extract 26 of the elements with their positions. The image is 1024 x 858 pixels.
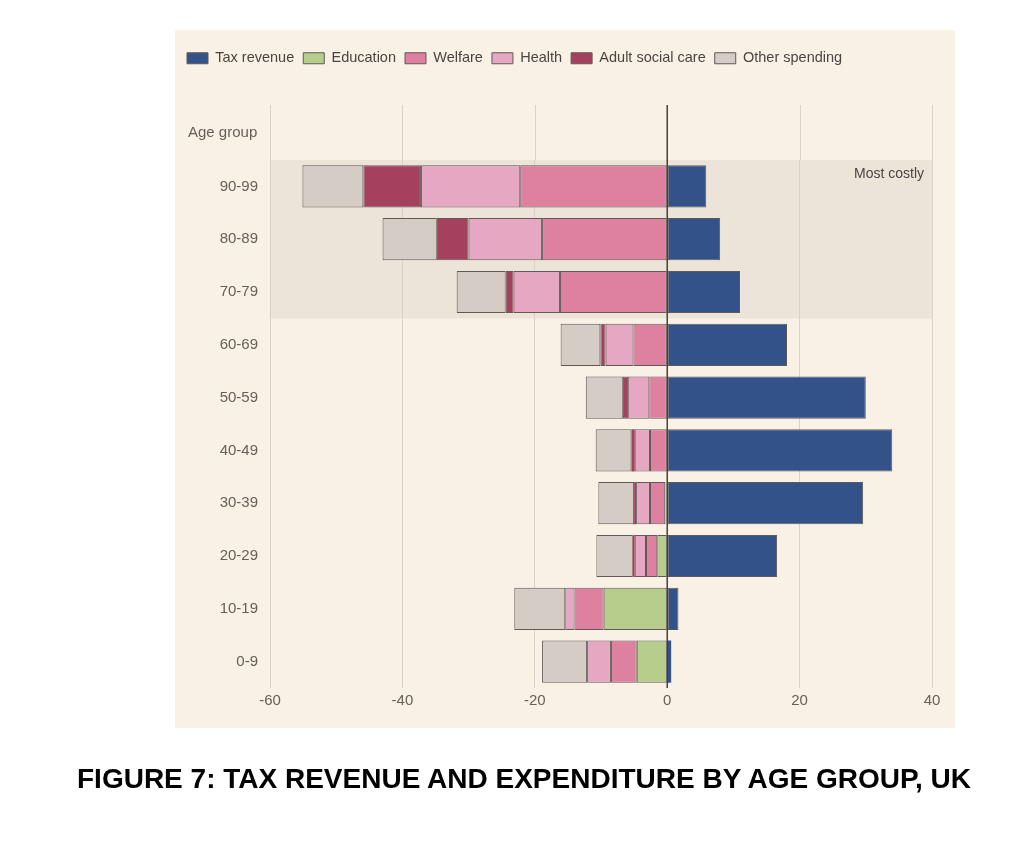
x-tick-label: 0 <box>663 691 672 709</box>
band-label: Most costly <box>853 164 924 181</box>
x-tick-label: 20 <box>791 691 808 709</box>
legend-label: Health <box>520 49 563 66</box>
y-axis-title: Age group <box>188 123 258 141</box>
y-tick-label: 60-69 <box>219 334 258 352</box>
y-tick-label: 70-79 <box>219 282 258 300</box>
legend-label: Education <box>331 49 396 66</box>
bar <box>631 429 635 472</box>
x-tick-label: -20 <box>523 691 546 709</box>
legend-label: Other spending <box>742 49 843 66</box>
y-tick-label: 50-59 <box>219 387 258 405</box>
legend-label: Adult social care <box>599 49 706 66</box>
text: FIGURE 7: TAX REVENUE AND EXPENDITURE BY AGE GROUP, UK <box>77 762 973 796</box>
y-tick-label: 0-9 <box>236 651 258 669</box>
x-tick-label: -40 <box>391 691 414 709</box>
y-tick-label: 40-49 <box>219 440 258 458</box>
legend-label: Tax revenue <box>215 49 295 66</box>
y-tick-label: 90-99 <box>219 176 258 194</box>
x-tick-label: -60 <box>259 691 281 709</box>
y-tick-label: 30-39 <box>219 493 258 511</box>
y-tick-label: 10-19 <box>219 598 258 616</box>
y-tick-label: 80-89 <box>219 229 258 247</box>
legend-label: Welfare <box>433 49 483 66</box>
y-tick-label: 20-29 <box>219 546 258 564</box>
x-tick-label: 40 <box>923 691 941 709</box>
